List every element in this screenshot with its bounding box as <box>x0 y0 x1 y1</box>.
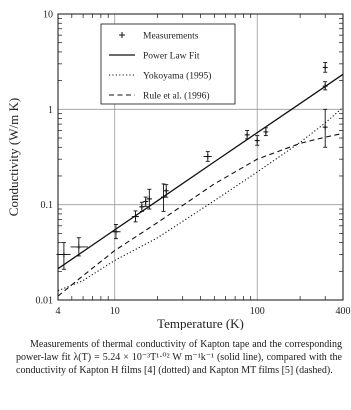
measurement-point <box>70 237 89 257</box>
x-tick-label: 4 <box>56 306 61 317</box>
power-law-fit-line <box>57 73 344 270</box>
y-tick-label: 1 <box>48 105 53 116</box>
measurement-point <box>322 62 328 73</box>
measurement-point <box>143 196 149 207</box>
axis-ticks: 4 10 100 400 0.01 0.1 1 10 <box>36 10 351 318</box>
y-tick-label: 0.01 <box>36 296 54 307</box>
fit-curves <box>57 73 344 297</box>
caption-text: Measurements of thermal conductivity of … <box>16 339 342 376</box>
y-tick-label: 10 <box>43 10 53 21</box>
measurement-point <box>254 135 260 146</box>
measurement-point <box>146 188 152 210</box>
measurement-point <box>131 210 139 223</box>
x-tick-label: 100 <box>250 306 265 317</box>
x-tick-label: 10 <box>110 306 120 317</box>
grid-lines <box>58 14 343 300</box>
rule-line <box>57 132 344 297</box>
legend: Measurements Power Law Fit Yokoyama (1995)… <box>100 23 236 105</box>
legend-entry: Yokoyama (1995) <box>143 71 211 82</box>
y-axis-label: Conductivity (W/m K) <box>6 98 21 216</box>
yokoyama-line <box>57 106 344 292</box>
legend-box <box>100 23 236 105</box>
y-tick-label: 0.1 <box>41 200 54 211</box>
measurement-point <box>244 130 250 140</box>
conductivity-chart: 4 10 100 400 0.01 0.1 1 10 Temperature (K) Cond… <box>6 10 351 331</box>
measurement-point <box>111 224 121 240</box>
legend-entry: Measurements <box>143 32 199 42</box>
legend-entry: Power Law Fit <box>143 52 200 62</box>
measurement-point <box>322 108 328 148</box>
legend-entry: Rule et al. (1996) <box>143 91 209 102</box>
measurement-point <box>203 151 212 162</box>
measurement-points <box>56 62 328 270</box>
measurement-point <box>163 184 169 198</box>
measurement-point <box>322 81 328 91</box>
measurement-point <box>56 242 71 270</box>
measurement-point <box>139 201 145 212</box>
figure-caption: Measurements of thermal conductivity of … <box>16 338 342 377</box>
x-axis-label: Temperature (K) <box>157 316 244 330</box>
measurement-point <box>263 127 269 137</box>
x-tick-label: 400 <box>336 306 351 317</box>
